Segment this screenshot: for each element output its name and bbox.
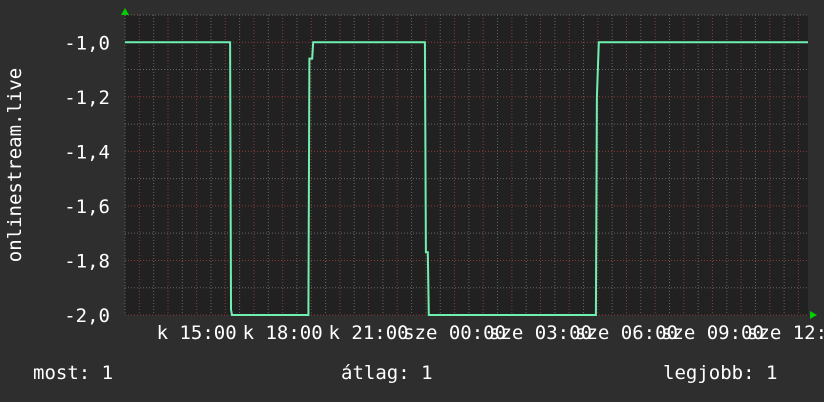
x-tick-label: k 21:00 <box>329 322 409 344</box>
y-tick-label: -1,8 <box>64 250 110 272</box>
y-tick-label: -1,0 <box>64 32 110 54</box>
x-axis-arrow <box>810 311 817 319</box>
y-tick-label: -1,4 <box>64 141 110 163</box>
legend-current: most: 1 <box>33 362 114 384</box>
x-tick-label: sze 00:00 <box>403 322 506 344</box>
series-line <box>125 41 808 316</box>
y-axis: -1,0 -1,2 -1,4 -1,6 -1,8 -2,0 <box>64 32 110 327</box>
x-tick-label: k 15:00 <box>157 322 237 344</box>
x-tick-label: k 18:00 <box>243 322 323 344</box>
legend-average: átlag: 1 <box>341 362 433 384</box>
y-axis-label: onlinestream.live <box>4 68 26 262</box>
x-tick-label: sze 09:00 <box>661 322 764 344</box>
y-tick-label: -1,6 <box>64 196 110 218</box>
y-tick-label: -2,0 <box>64 305 110 327</box>
legend-max: legjobb: 1 <box>663 362 778 384</box>
y-axis-arrow <box>121 8 129 15</box>
x-tick-label: sze 06:00 <box>575 322 678 344</box>
x-tick-label: sze 12:00 <box>747 322 824 344</box>
plot-area <box>125 15 808 315</box>
x-tick-label: sze 03:00 <box>489 322 592 344</box>
y-tick-label: -1,2 <box>64 87 110 109</box>
grid <box>124 14 808 316</box>
